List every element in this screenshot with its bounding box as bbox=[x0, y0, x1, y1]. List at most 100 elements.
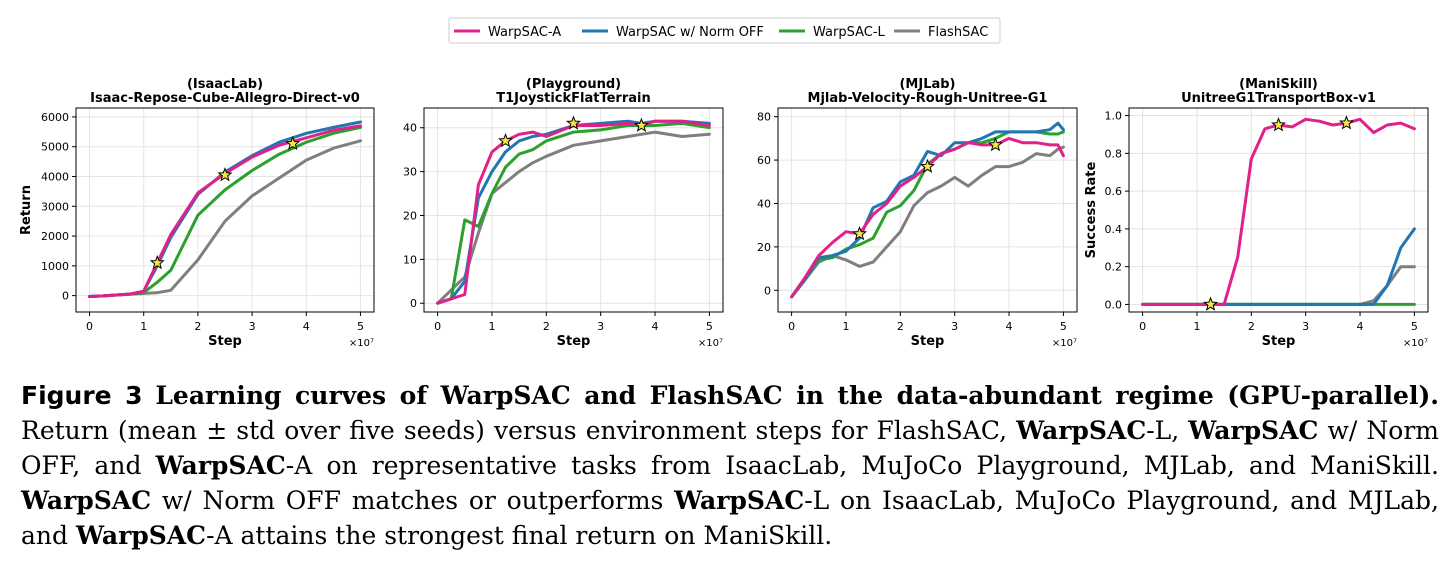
y-tick-label: 20 bbox=[757, 241, 771, 254]
x-tick-label: 4 bbox=[1357, 320, 1364, 333]
y-tick-label: 2000 bbox=[41, 230, 69, 243]
x-tick-label: 1 bbox=[488, 320, 495, 333]
series-line-flashsac bbox=[436, 130, 711, 305]
x-tick-label: 5 bbox=[1411, 320, 1418, 333]
star-marker bbox=[149, 254, 165, 270]
x-multiplier: ×10⁷ bbox=[349, 338, 374, 349]
star-marker bbox=[852, 225, 868, 241]
caption-bold-4: WarpSAC bbox=[21, 486, 152, 515]
panel-title-line1: (MJLab) bbox=[899, 77, 955, 92]
series-group bbox=[1141, 117, 1416, 306]
series-line-warpsac-l bbox=[790, 130, 1065, 299]
y-tick-label: 1.0 bbox=[1105, 110, 1123, 123]
star-marker bbox=[217, 167, 233, 182]
x-tick-label: 3 bbox=[951, 320, 958, 333]
series-line-flashsac bbox=[1141, 265, 1416, 306]
series-line-warpsac-a bbox=[790, 136, 1065, 299]
series-group bbox=[790, 121, 1065, 299]
caption-bold-6: WarpSAC bbox=[75, 521, 207, 550]
y-tick-label: 0 bbox=[410, 297, 417, 310]
caption-text-4: -A on representative tasks from IsaacLab… bbox=[285, 451, 1439, 480]
x-tick-label: 0 bbox=[86, 320, 93, 333]
panel-2: 0 1 2 3 4 5 0 10 20 30 40 (Playground)T1JoystickFla… bbox=[403, 77, 724, 349]
y-tick-label: 60 bbox=[757, 154, 771, 167]
x-tick-label: 2 bbox=[897, 320, 904, 333]
x-tick-label: 3 bbox=[1302, 320, 1309, 333]
star-marker bbox=[285, 135, 301, 151]
star-marker bbox=[1271, 117, 1286, 132]
caption-text-2: -L, bbox=[1146, 416, 1189, 445]
caption-text-3: w/ Norm OFF, and bbox=[21, 416, 1439, 480]
x-multiplier: ×10⁷ bbox=[1403, 338, 1428, 349]
panel-title-line2: Isaac-Repose-Cube-Allegro-Direct-v0 bbox=[90, 91, 360, 106]
star-marker bbox=[987, 137, 1003, 152]
learning-curves-figure: WarpSAC-A WarpSAC w/ Norm OFF WarpSAC-L Fla… bbox=[19, 17, 1429, 349]
panel-title-line2: Mjlab-Velocity-Rough-Unitree-G1 bbox=[808, 91, 1048, 106]
y-tick-label: 0 bbox=[764, 284, 771, 297]
star-marker bbox=[498, 133, 514, 148]
panel-title-line1: (IsaacLab) bbox=[187, 77, 263, 92]
x-tick-label: 4 bbox=[303, 320, 310, 333]
x-tick-label: 5 bbox=[1060, 320, 1067, 333]
panel-4: 0 1 2 3 4 5 0.0 0.2 0.4 0.6 0.8 1.0 (ManiSkill)Unitr… bbox=[1084, 77, 1429, 349]
y-tick-label: 1000 bbox=[41, 260, 69, 273]
x-tick-label: 0 bbox=[434, 320, 441, 333]
x-tick-label: 2 bbox=[1248, 320, 1255, 333]
x-tick-label: 1 bbox=[842, 320, 849, 333]
axes-frame bbox=[1128, 107, 1429, 313]
x-tick-label: 5 bbox=[357, 320, 364, 333]
x-tick-label: 0 bbox=[1139, 320, 1146, 333]
caption-text-1: Return (mean ± std over five seeds) vers… bbox=[21, 416, 1017, 445]
x-tick-label: 1 bbox=[140, 320, 147, 333]
x-tick-label: 3 bbox=[597, 320, 604, 333]
x-multiplier: ×10⁷ bbox=[698, 338, 723, 349]
caption-title: Learning curves of WarpSAC and FlashSAC … bbox=[155, 381, 1439, 410]
y-tick-label: 0 bbox=[62, 290, 69, 303]
panel-title-line2: T1JoystickFlatTerrain bbox=[496, 91, 651, 106]
y-tick-label: 80 bbox=[757, 111, 771, 124]
figure-caption: Figure 3 Learning curves of WarpSAC and … bbox=[21, 378, 1439, 553]
x-tick-label: 3 bbox=[249, 320, 256, 333]
series-line-warpsac-a bbox=[88, 124, 362, 298]
y-tick-label: 0.8 bbox=[1105, 147, 1123, 160]
caption-bold-2: WarpSAC bbox=[1188, 416, 1319, 445]
y-tick-label: 40 bbox=[403, 122, 417, 135]
y-tick-label: 20 bbox=[403, 209, 417, 222]
y-tick-label: 5000 bbox=[41, 141, 69, 154]
x-tick-label: 4 bbox=[652, 320, 659, 333]
series-group bbox=[88, 120, 362, 298]
legend-label-3: FlashSAC bbox=[928, 25, 988, 40]
y-tick-label: 10 bbox=[403, 253, 417, 266]
series-line-warpsac-a bbox=[436, 119, 711, 305]
caption-text-5: w/ Norm OFF matches or outperforms bbox=[151, 486, 675, 515]
panel-title-line1: (ManiSkill) bbox=[1239, 77, 1318, 92]
y-tick-label: 3000 bbox=[41, 200, 69, 213]
y-axis-label: Success Rate bbox=[1084, 161, 1099, 258]
star-marker bbox=[1338, 115, 1354, 130]
y-tick-label: 0.6 bbox=[1105, 185, 1123, 198]
x-tick-label: 4 bbox=[1006, 320, 1013, 333]
legend-box bbox=[448, 17, 1001, 44]
x-multiplier: ×10⁷ bbox=[1052, 338, 1077, 349]
y-tick-label: 0.4 bbox=[1105, 223, 1123, 236]
caption-text-7: -A attains the strongest final return on… bbox=[206, 521, 833, 550]
x-tick-label: 2 bbox=[194, 320, 201, 333]
x-tick-label: 0 bbox=[788, 320, 795, 333]
legend-label-1: WarpSAC w/ Norm OFF bbox=[616, 25, 764, 40]
y-tick-label: 30 bbox=[403, 166, 417, 179]
series-line-warpsac-w-norm-off bbox=[790, 121, 1065, 299]
x-tick-label: 2 bbox=[543, 320, 550, 333]
star-marker bbox=[920, 158, 935, 173]
caption-label: Figure 3 bbox=[21, 381, 143, 410]
x-axis-label: Step bbox=[1262, 334, 1296, 349]
series-line-flashsac bbox=[790, 145, 1065, 299]
panel-title-line1: (Playground) bbox=[526, 77, 621, 92]
series-line-flashsac bbox=[88, 139, 362, 298]
star-marker bbox=[633, 117, 649, 132]
x-axis-label: Step bbox=[557, 334, 591, 349]
y-tick-label: 0.0 bbox=[1105, 298, 1123, 311]
y-tick-label: 40 bbox=[757, 197, 771, 210]
x-axis-label: Step bbox=[208, 334, 242, 349]
star-marker bbox=[566, 115, 581, 130]
panel-3: 0 1 2 3 4 5 0 20 40 60 80 (MJLab)Mjlab-Velocity-Rou… bbox=[757, 77, 1078, 349]
